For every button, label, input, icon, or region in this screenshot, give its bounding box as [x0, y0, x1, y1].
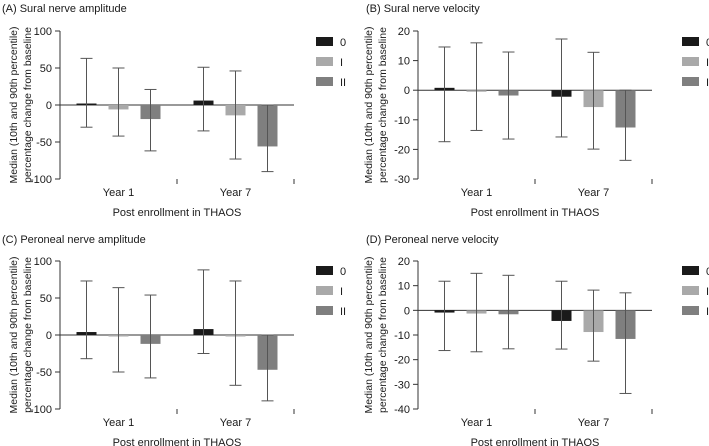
chart-panel-3: (C) Peroneal nerve amplitude -100 -50 0 50 10… — [2, 234, 346, 446]
y-tick-label: -100 — [30, 174, 52, 186]
y-tick-label: -10 — [394, 115, 410, 127]
y-tick-label: 0 — [404, 305, 410, 317]
legend-swatch-II — [682, 77, 699, 86]
y-tick-label: 50 — [40, 293, 52, 305]
y-axis-title-line1: Median (10th and 90th percentile) — [363, 26, 375, 183]
legend-label-0: 0 — [706, 266, 709, 278]
x-tick-label: Year 1 — [103, 417, 134, 429]
x-tick-label: Year 7 — [220, 417, 251, 429]
y-axis-title-line1: Median (10th and 90th percentile) — [8, 256, 20, 413]
legend-label-II: II — [340, 77, 346, 89]
legend-label-I: I — [340, 286, 343, 298]
legend-swatch-0 — [316, 266, 333, 275]
x-tick-label: Year 7 — [220, 187, 251, 199]
x-tick-label: Year 1 — [461, 417, 492, 429]
legend-swatch-I — [316, 57, 333, 66]
legend-label-0: 0 — [706, 37, 709, 49]
x-axis-title: Post enrollment in THAOS — [113, 207, 242, 219]
y-tick-label: -20 — [394, 144, 410, 156]
legend-swatch-II — [316, 77, 333, 86]
y-tick-label: -50 — [36, 137, 52, 149]
y-tick-label: 0 — [404, 85, 410, 97]
legend-swatch-0 — [682, 266, 699, 275]
legend-label-II: II — [340, 306, 346, 318]
y-axis-title-line1: Median (10th and 90th percentile) — [363, 256, 375, 413]
legend-swatch-I — [682, 286, 699, 295]
y-axis-title-line2: percentage change from baseline — [377, 27, 389, 183]
legend-swatch-II — [316, 306, 333, 315]
y-tick-label: -10 — [394, 330, 410, 342]
y-tick-label: -30 — [394, 174, 410, 186]
y-tick-label: 10 — [398, 281, 410, 293]
y-tick-label: -30 — [394, 379, 410, 391]
legend-swatch-I — [682, 57, 699, 66]
x-tick-label: Year 7 — [578, 417, 609, 429]
y-axis-title-line2: percentage change from baseline — [22, 27, 34, 183]
y-tick-label: -40 — [394, 404, 410, 416]
y-tick-label: 0 — [46, 100, 52, 112]
legend-label-0: 0 — [340, 37, 346, 49]
chart-panel-1: (A) Sural nerve amplitude -100 -50 0 50 100 Me… — [2, 3, 346, 219]
x-tick-label: Year 1 — [461, 187, 492, 199]
y-axis-title-line2: percentage change from baseline — [22, 257, 34, 413]
y-axis-title-line2: percentage change from baseline — [377, 257, 389, 413]
chart-title: (D) Peroneal nerve velocity — [366, 234, 499, 246]
x-axis-title: Post enrollment in THAOS — [113, 437, 242, 446]
legend-label-I: I — [706, 57, 709, 69]
chart-title: (B) Sural nerve velocity — [366, 3, 480, 15]
chart-panel-4: (D) Peroneal nerve velocity -40 -30 -20 -10 0… — [363, 234, 709, 446]
chart-panel-2: (B) Sural nerve velocity -30 -20 -10 0 10 20 Me… — [363, 3, 709, 219]
y-tick-label: 0 — [46, 330, 52, 342]
chart-title: (C) Peroneal nerve amplitude — [2, 234, 146, 246]
legend-swatch-0 — [316, 37, 333, 46]
legend-swatch-II — [682, 306, 699, 315]
x-axis-title: Post enrollment in THAOS — [471, 437, 600, 446]
legend-label-0: 0 — [340, 266, 346, 278]
x-tick-label: Year 1 — [103, 187, 134, 199]
chart-title: (A) Sural nerve amplitude — [2, 3, 127, 15]
legend-label-I: I — [706, 286, 709, 298]
y-tick-label: -100 — [30, 404, 52, 416]
y-tick-label: 100 — [34, 256, 52, 268]
legend-swatch-0 — [682, 37, 699, 46]
y-tick-label: 10 — [398, 56, 410, 68]
legend-label-I: I — [340, 57, 343, 69]
x-tick-label: Year 7 — [578, 187, 609, 199]
y-tick-label: 100 — [34, 26, 52, 38]
y-tick-label: 20 — [398, 256, 410, 268]
y-tick-label: 20 — [398, 26, 410, 38]
legend-label-II: II — [706, 306, 709, 318]
legend-label-II: II — [706, 77, 709, 89]
x-axis-title: Post enrollment in THAOS — [471, 207, 600, 219]
y-tick-label: -20 — [394, 355, 410, 367]
y-axis-title-line1: Median (10th and 90th percentile) — [8, 26, 20, 183]
y-tick-label: 50 — [40, 63, 52, 75]
y-tick-label: -50 — [36, 367, 52, 379]
legend-swatch-I — [316, 286, 333, 295]
